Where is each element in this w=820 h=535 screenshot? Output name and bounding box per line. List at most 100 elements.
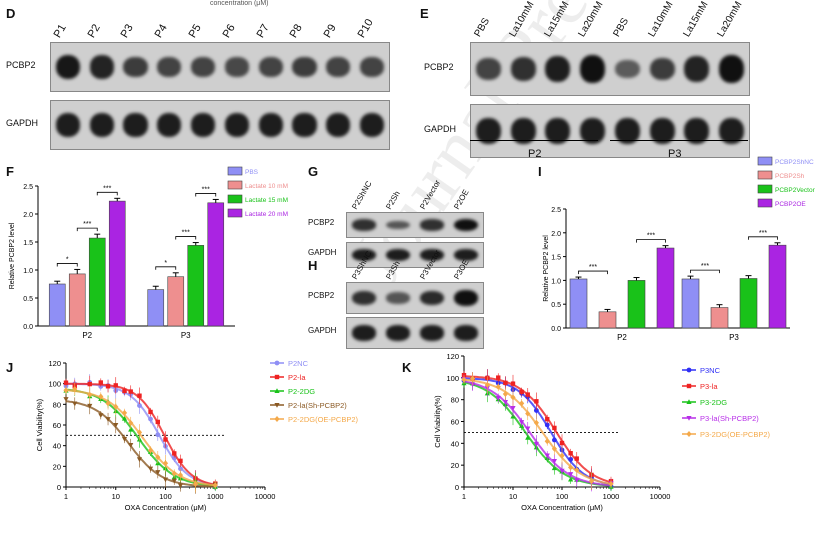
x-axis-label: OXA Concentration (μM) — [521, 503, 603, 512]
data-point — [72, 385, 78, 392]
e-row-label-pcbp2: PCBP2 — [424, 62, 454, 72]
data-point — [552, 437, 557, 443]
data-point — [544, 453, 550, 459]
h-band — [419, 290, 445, 306]
data-point — [147, 447, 154, 454]
legend-label: Lactate 20 mM — [245, 211, 288, 218]
h-band — [351, 325, 377, 341]
data-point — [534, 399, 539, 404]
legend-swatch — [757, 198, 773, 208]
data-point — [98, 393, 104, 400]
data-point — [274, 388, 280, 393]
legend-swatch — [757, 184, 773, 194]
significance-label: *** — [589, 264, 597, 271]
data-point — [105, 400, 111, 407]
h-blot-gapdh — [346, 317, 484, 349]
significance-label: *** — [83, 221, 91, 228]
y-axis-label: Cell Viability(%) — [35, 398, 44, 451]
data-point — [686, 416, 692, 421]
data-point — [533, 419, 539, 426]
x-tick-label: P2 — [82, 331, 92, 340]
g-band — [351, 219, 377, 231]
data-point — [525, 426, 531, 432]
data-point — [588, 478, 595, 485]
legend-label: P3NC — [700, 366, 721, 375]
legend-label: PBS — [245, 169, 259, 176]
data-point — [177, 472, 184, 479]
legend-label: P2NC — [288, 359, 309, 368]
data-point — [148, 416, 153, 422]
bar — [207, 202, 225, 327]
significance-label: * — [66, 256, 69, 263]
panel-letter-k: K — [402, 360, 412, 375]
data-point — [87, 391, 93, 398]
data-point — [121, 409, 128, 416]
y-tick-label: 0.0 — [551, 326, 561, 333]
bar — [710, 307, 729, 329]
y-tick-label: 120 — [446, 352, 459, 361]
d-band — [55, 54, 81, 80]
data-point — [559, 468, 565, 474]
e-band — [510, 117, 536, 145]
g-band — [385, 248, 411, 262]
legend-label: P2-2DG — [288, 387, 315, 396]
legend-swatch — [227, 208, 243, 218]
e-band — [475, 58, 501, 80]
x-tick-label: 1000 — [207, 492, 224, 501]
data-point — [177, 483, 184, 489]
g-band — [419, 219, 445, 231]
d-band — [123, 112, 148, 138]
data-point — [533, 408, 539, 413]
data-point — [510, 405, 516, 411]
data-point — [574, 478, 580, 484]
data-point — [128, 389, 133, 394]
data-point — [172, 451, 177, 456]
bar — [681, 278, 700, 329]
e-band — [684, 117, 710, 145]
d-band — [359, 112, 385, 138]
y-tick-label: 40 — [53, 442, 61, 451]
bar — [656, 247, 675, 329]
e-band — [580, 55, 606, 83]
panel-letter-j: J — [6, 360, 14, 375]
data-point — [502, 399, 509, 405]
bar — [48, 283, 66, 327]
data-point — [155, 454, 161, 461]
legend-label: P2-la(Sh-PCBP2) — [288, 401, 347, 410]
g-band — [419, 248, 445, 262]
g-row-label-pcbp2: PCBP2 — [308, 218, 335, 227]
legend-label: PCBP2OE — [775, 201, 806, 208]
y-tick-label: 1.5 — [23, 240, 33, 247]
e-band — [545, 55, 571, 83]
dose-response-curve — [65, 400, 216, 488]
data-point — [519, 420, 525, 425]
data-point — [137, 403, 142, 408]
data-point — [105, 417, 111, 422]
e-band — [614, 59, 640, 79]
legend-label: PCBP2Vector — [775, 187, 816, 194]
y-tick-label: 0.5 — [551, 302, 561, 309]
bar — [768, 244, 787, 329]
data-point — [274, 403, 280, 408]
significance-label: *** — [647, 233, 655, 240]
significance-bracket — [96, 191, 118, 196]
legend-label: P3-la — [700, 382, 718, 391]
h-row-label-pcbp2: PCBP2 — [308, 291, 335, 300]
legend-label: PCBP2ShNC — [775, 159, 814, 166]
d-band — [258, 57, 283, 77]
x-tick-label: 1000 — [603, 492, 620, 501]
x-tick-label: 10 — [112, 492, 120, 501]
e-band — [545, 117, 571, 145]
y-tick-label: 20 — [53, 462, 61, 471]
y-tick-label: 2.0 — [23, 212, 33, 219]
y-tick-label: 2.5 — [551, 207, 561, 214]
data-point — [574, 467, 580, 474]
data-point — [495, 395, 501, 401]
data-point — [155, 470, 161, 475]
data-point — [113, 383, 118, 388]
data-point — [162, 460, 169, 467]
h-band — [385, 325, 411, 341]
significance-bracket — [578, 270, 608, 275]
e-band — [719, 117, 745, 145]
